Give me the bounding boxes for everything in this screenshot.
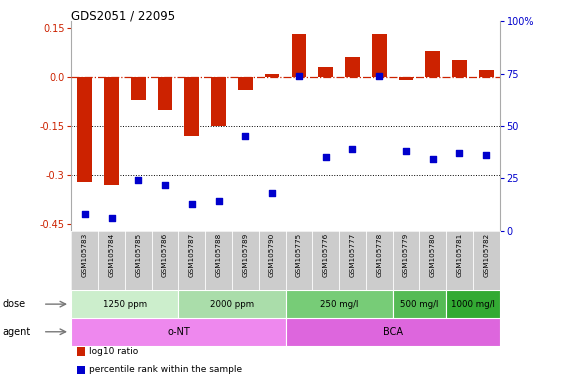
Point: [375, 73, 384, 79]
Point: [214, 199, 223, 205]
Bar: [104, 77, 119, 185]
Bar: [238, 77, 253, 90]
Point: [428, 156, 437, 162]
Text: GSM105787: GSM105787: [189, 233, 195, 277]
Point: [348, 146, 357, 152]
Text: 1250 ppm: 1250 ppm: [103, 300, 147, 309]
Text: GSM105780: GSM105780: [430, 233, 436, 277]
Text: 2000 ppm: 2000 ppm: [210, 300, 254, 309]
Text: log10 ratio: log10 ratio: [89, 347, 138, 356]
Bar: [479, 70, 493, 77]
Text: o-NT: o-NT: [167, 327, 190, 337]
Text: 500 mg/l: 500 mg/l: [400, 300, 439, 309]
Text: GSM105784: GSM105784: [108, 233, 115, 277]
Bar: [446, 290, 500, 318]
Text: 250 mg/l: 250 mg/l: [320, 300, 358, 309]
Bar: [286, 290, 393, 318]
Bar: [292, 34, 306, 77]
Bar: [399, 77, 413, 80]
Text: dose: dose: [3, 299, 26, 309]
Bar: [318, 67, 333, 77]
Bar: [158, 77, 172, 109]
Bar: [372, 34, 387, 77]
Text: GSM105776: GSM105776: [323, 233, 329, 277]
Point: [80, 211, 89, 217]
Text: GSM105782: GSM105782: [483, 233, 489, 277]
Point: [482, 152, 491, 158]
Text: GSM105789: GSM105789: [242, 233, 248, 277]
Bar: [211, 77, 226, 126]
Bar: [131, 77, 146, 100]
Text: percentile rank within the sample: percentile rank within the sample: [89, 365, 242, 374]
Text: GSM105785: GSM105785: [135, 233, 141, 277]
Bar: [71, 290, 178, 318]
Text: GSM105788: GSM105788: [216, 233, 222, 277]
Point: [134, 177, 143, 184]
Bar: [178, 290, 286, 318]
Bar: [265, 74, 279, 77]
Bar: [78, 77, 92, 182]
Text: GSM105783: GSM105783: [82, 233, 88, 277]
Point: [294, 73, 303, 79]
Point: [268, 190, 277, 196]
Bar: [425, 51, 440, 77]
Text: GSM105779: GSM105779: [403, 233, 409, 277]
Point: [241, 133, 250, 139]
Bar: [452, 60, 467, 77]
Point: [160, 182, 170, 188]
Point: [401, 148, 411, 154]
Bar: [345, 57, 360, 77]
Bar: [286, 318, 500, 346]
Text: GSM105775: GSM105775: [296, 233, 302, 277]
Point: [455, 150, 464, 156]
Text: GSM105786: GSM105786: [162, 233, 168, 277]
Point: [321, 154, 330, 161]
Text: GSM105777: GSM105777: [349, 233, 355, 277]
Text: BCA: BCA: [383, 327, 403, 337]
Text: GSM105778: GSM105778: [376, 233, 382, 277]
Bar: [71, 318, 286, 346]
Text: GSM105790: GSM105790: [269, 233, 275, 277]
Text: GDS2051 / 22095: GDS2051 / 22095: [71, 10, 175, 23]
Text: agent: agent: [3, 327, 31, 337]
Text: 1000 mg/l: 1000 mg/l: [451, 300, 495, 309]
Point: [187, 200, 196, 207]
Bar: [393, 290, 446, 318]
Point: [107, 215, 116, 221]
Text: GSM105781: GSM105781: [456, 233, 463, 277]
Bar: [184, 77, 199, 136]
